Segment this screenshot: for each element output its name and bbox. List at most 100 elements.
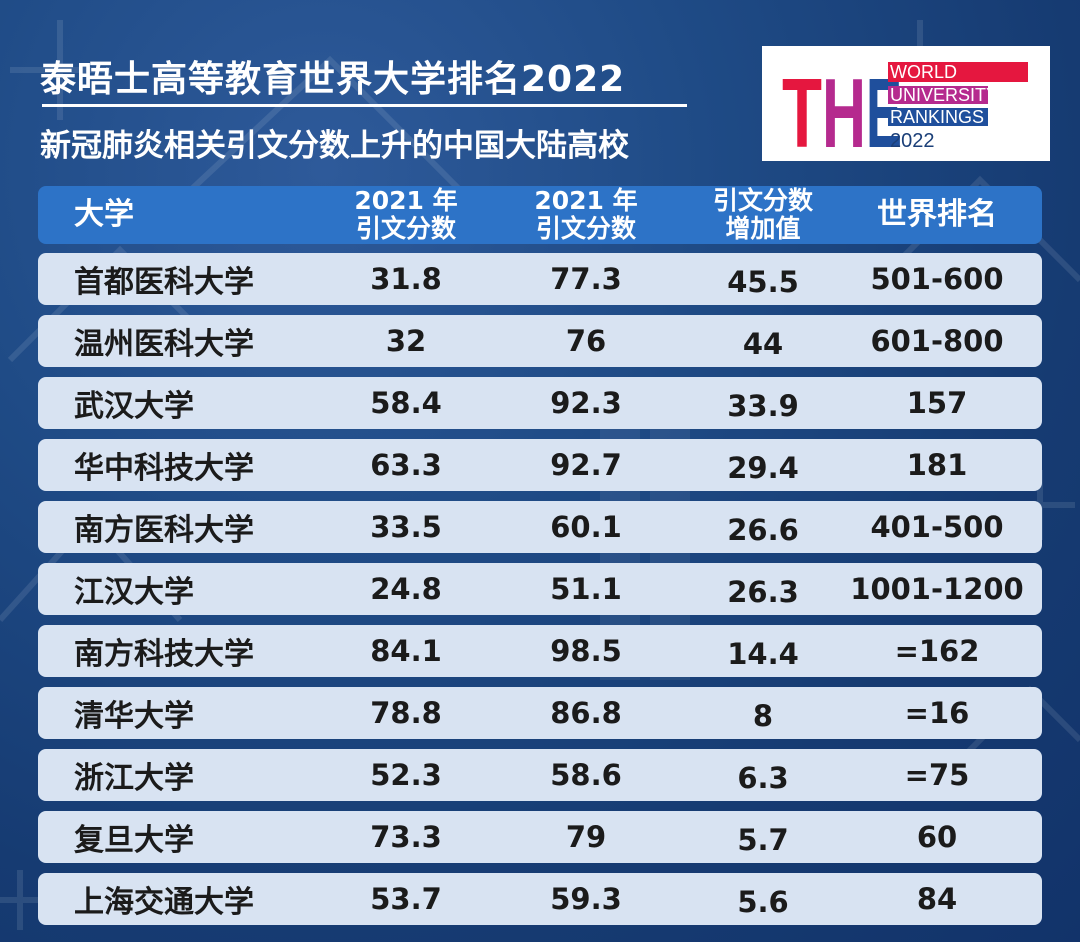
score-2021-a: 32	[385, 324, 427, 358]
university-name: 首都医科大学	[74, 265, 254, 300]
score-2021-a: 78.8	[370, 696, 442, 730]
table-row: 南方医科大学 33.5 60.1 26.6 401-500	[38, 501, 1042, 553]
score-2021-a: 31.8	[370, 262, 442, 296]
score-2021-b: 51.1	[550, 572, 622, 606]
header-label-line1: 引文分数	[712, 186, 813, 215]
header-label-line2: 增加值	[725, 214, 801, 243]
score-2021-a: 53.7	[370, 882, 442, 916]
score-2021-a-cell: 53.7	[336, 873, 476, 925]
score-increase-cell: 5.7	[688, 811, 838, 863]
world-rank-cell: 60	[844, 811, 1030, 863]
world-rank-cell: =75	[844, 749, 1030, 801]
header-score-2021-a: 2021 年 引文分数	[336, 186, 476, 244]
university-name: 南方科技大学	[74, 637, 254, 672]
score-increase-cell: 26.3	[688, 563, 838, 615]
university-name: 华中科技大学	[74, 451, 254, 486]
world-rank: 60	[916, 820, 958, 854]
world-rank-cell: 501-600	[844, 253, 1030, 305]
score-2021-a: 52.3	[370, 758, 442, 792]
score-2021-a-cell: 73.3	[336, 811, 476, 863]
score-increase: 6.3	[737, 761, 789, 795]
score-2021-b-cell: 92.7	[516, 439, 656, 491]
logo-line-rankings: RANKINGS	[890, 107, 984, 127]
score-2021-a: 24.8	[370, 572, 442, 606]
world-rank: 157	[906, 386, 968, 420]
world-rank: 1001-1200	[850, 572, 1024, 606]
score-2021-b: 98.5	[550, 634, 622, 668]
score-2021-b: 76	[565, 324, 607, 358]
score-increase-cell: 5.6	[688, 873, 838, 925]
score-2021-b-cell: 77.3	[516, 253, 656, 305]
table-row: 温州医科大学 32 76 44 601-800	[38, 315, 1042, 367]
score-2021-b: 79	[565, 820, 607, 854]
score-2021-a: 33.5	[370, 510, 442, 544]
score-2021-a-cell: 84.1	[336, 625, 476, 677]
university-name: 南方医科大学	[74, 513, 254, 548]
score-2021-b: 58.6	[550, 758, 622, 792]
world-rank: 84	[916, 882, 958, 916]
score-increase: 8	[752, 699, 774, 733]
score-increase: 45.5	[727, 265, 799, 299]
score-increase-cell: 33.9	[688, 377, 838, 429]
header-score-2021-b: 2021 年 引文分数	[516, 186, 656, 244]
university-name-cell: 温州医科大学	[74, 315, 334, 367]
world-rank: 401-500	[870, 510, 1004, 544]
header-university: 大学	[74, 186, 334, 244]
world-rank: =16	[904, 696, 970, 730]
logo-mark-letter: H	[822, 58, 866, 161]
score-increase: 5.7	[737, 823, 789, 857]
world-rank: 601-800	[870, 324, 1004, 358]
university-name-cell: 首都医科大学	[74, 253, 334, 305]
world-rank: =162	[894, 634, 980, 668]
score-2021-b-cell: 79	[516, 811, 656, 863]
logo-line-university: UNIVERSITY	[890, 85, 998, 105]
header-label-line2: 引文分数	[535, 214, 636, 243]
score-increase-cell: 14.4	[688, 625, 838, 677]
table-row: 华中科技大学 63.3 92.7 29.4 181	[38, 439, 1042, 491]
world-rank: =75	[904, 758, 970, 792]
page-title: 泰晤士高等教育世界大学排名2022	[40, 59, 626, 100]
table-row: 南方科技大学 84.1 98.5 14.4 =162	[38, 625, 1042, 677]
score-increase: 26.3	[727, 575, 799, 609]
table-header-row: 大学 2021 年 引文分数 2021 年 引文分数 引文分数 增加值 世界排名	[38, 186, 1042, 244]
header-label-line1: 2021 年	[534, 186, 638, 215]
world-rank-cell: 84	[844, 873, 1030, 925]
score-increase: 29.4	[727, 451, 799, 485]
score-increase: 33.9	[727, 389, 799, 423]
the-rankings-logo: T H E WORLD UNIVERSITY RANKINGS 2022	[762, 46, 1050, 161]
score-2021-b-cell: 76	[516, 315, 656, 367]
score-2021-a: 63.3	[370, 448, 442, 482]
world-rank-cell: 1001-1200	[844, 563, 1030, 615]
world-rank-cell: 157	[844, 377, 1030, 429]
university-name-cell: 华中科技大学	[74, 439, 334, 491]
score-2021-a: 73.3	[370, 820, 442, 854]
score-increase-cell: 45.5	[688, 253, 838, 305]
score-increase-cell: 29.4	[688, 439, 838, 491]
university-name: 江汉大学	[74, 575, 194, 610]
university-name-cell: 武汉大学	[74, 377, 334, 429]
page-subtitle: 新冠肺炎相关引文分数上升的中国大陆高校	[40, 128, 629, 164]
score-2021-b: 59.3	[550, 882, 622, 916]
table-row: 复旦大学 73.3 79 5.7 60	[38, 811, 1042, 863]
score-increase-cell: 8	[688, 687, 838, 739]
university-name: 温州医科大学	[74, 327, 254, 362]
header-score-increase: 引文分数 增加值	[688, 186, 838, 244]
university-name-cell: 复旦大学	[74, 811, 334, 863]
score-2021-b: 60.1	[550, 510, 622, 544]
score-2021-a: 84.1	[370, 634, 442, 668]
university-name-cell: 浙江大学	[74, 749, 334, 801]
header-label-line1: 2021 年	[354, 186, 458, 215]
table-row: 清华大学 78.8 86.8 8 =16	[38, 687, 1042, 739]
table-row: 首都医科大学 31.8 77.3 45.5 501-600	[38, 253, 1042, 305]
score-2021-a-cell: 63.3	[336, 439, 476, 491]
logo-line-world: WORLD	[890, 62, 957, 82]
score-2021-b-cell: 59.3	[516, 873, 656, 925]
score-2021-a-cell: 58.4	[336, 377, 476, 429]
score-2021-a-cell: 24.8	[336, 563, 476, 615]
score-2021-b-cell: 86.8	[516, 687, 656, 739]
table-row: 浙江大学 52.3 58.6 6.3 =75	[38, 749, 1042, 801]
world-rank-cell: =16	[844, 687, 1030, 739]
world-rank-cell: 181	[844, 439, 1030, 491]
world-rank-cell: 601-800	[844, 315, 1030, 367]
logo-mark-letter: T	[782, 58, 822, 161]
